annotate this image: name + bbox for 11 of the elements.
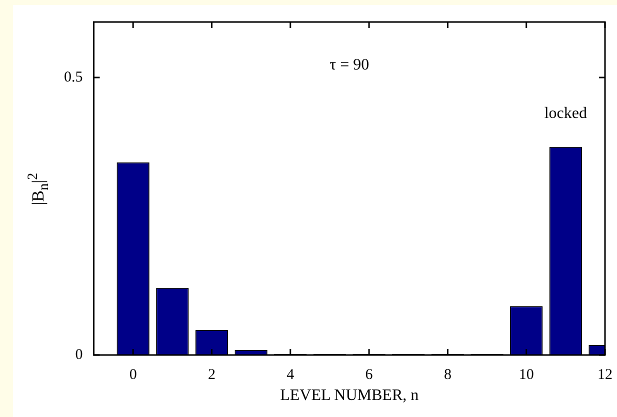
x-tick-label: 12 bbox=[598, 366, 612, 383]
x-tick-label: 10 bbox=[518, 366, 534, 383]
y-tick-label: 0.5 bbox=[64, 69, 83, 86]
x-tick-label: 2 bbox=[208, 366, 216, 383]
x-tick-label: 4 bbox=[286, 366, 295, 383]
x-tick-label: 0 bbox=[129, 366, 137, 383]
x-axis-title: LEVEL NUMBER, n bbox=[280, 387, 419, 405]
annotation: locked bbox=[544, 104, 587, 122]
annotation: τ = 90 bbox=[330, 56, 370, 74]
x-tick-label: 8 bbox=[444, 366, 452, 383]
x-tick-label: 6 bbox=[365, 366, 374, 383]
